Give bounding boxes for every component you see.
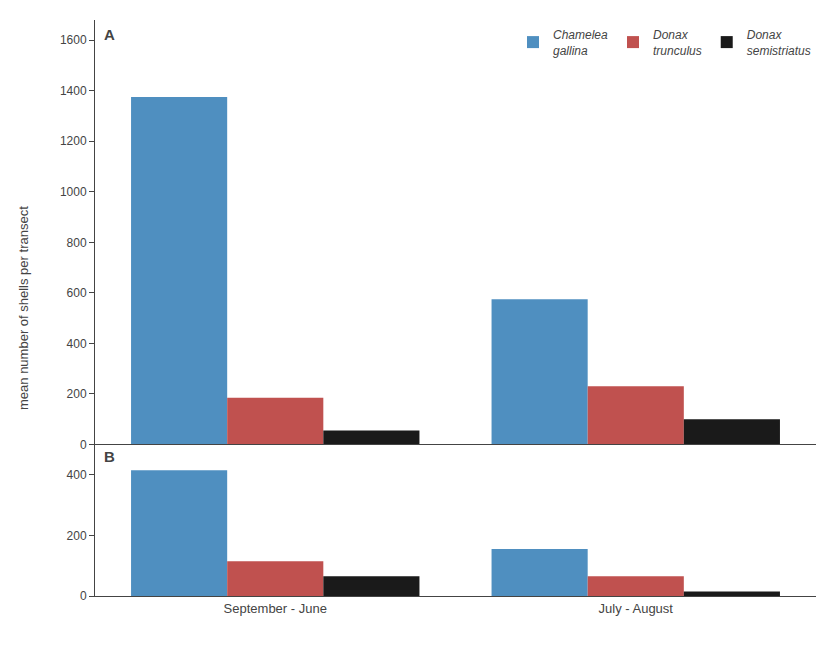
svg-text:B: B — [104, 448, 115, 465]
svg-text:1400: 1400 — [60, 84, 87, 98]
svg-text:600: 600 — [67, 286, 87, 300]
svg-text:A: A — [104, 26, 115, 43]
svg-text:Chameleagallina: Chameleagallina — [553, 28, 608, 58]
svg-text:200: 200 — [67, 387, 87, 401]
svg-text:1600: 1600 — [60, 33, 87, 47]
svg-text:800: 800 — [67, 236, 87, 250]
svg-text:200: 200 — [67, 529, 87, 543]
svg-text:0: 0 — [80, 438, 87, 452]
svg-text:400: 400 — [67, 337, 87, 351]
svg-text:Donaxsemistriatus: Donaxsemistriatus — [747, 28, 811, 58]
svg-text:July - August: July - August — [599, 601, 674, 616]
svg-text:1000: 1000 — [60, 185, 87, 199]
svg-text:mean number of shells per tran: mean number of shells per transect — [16, 206, 31, 410]
svg-text:Donaxtrunculus: Donaxtrunculus — [653, 28, 702, 58]
svg-text:September - June: September - June — [224, 601, 327, 616]
svg-text:400: 400 — [67, 468, 87, 482]
svg-text:0: 0 — [80, 589, 87, 603]
svg-text:1200: 1200 — [60, 134, 87, 148]
